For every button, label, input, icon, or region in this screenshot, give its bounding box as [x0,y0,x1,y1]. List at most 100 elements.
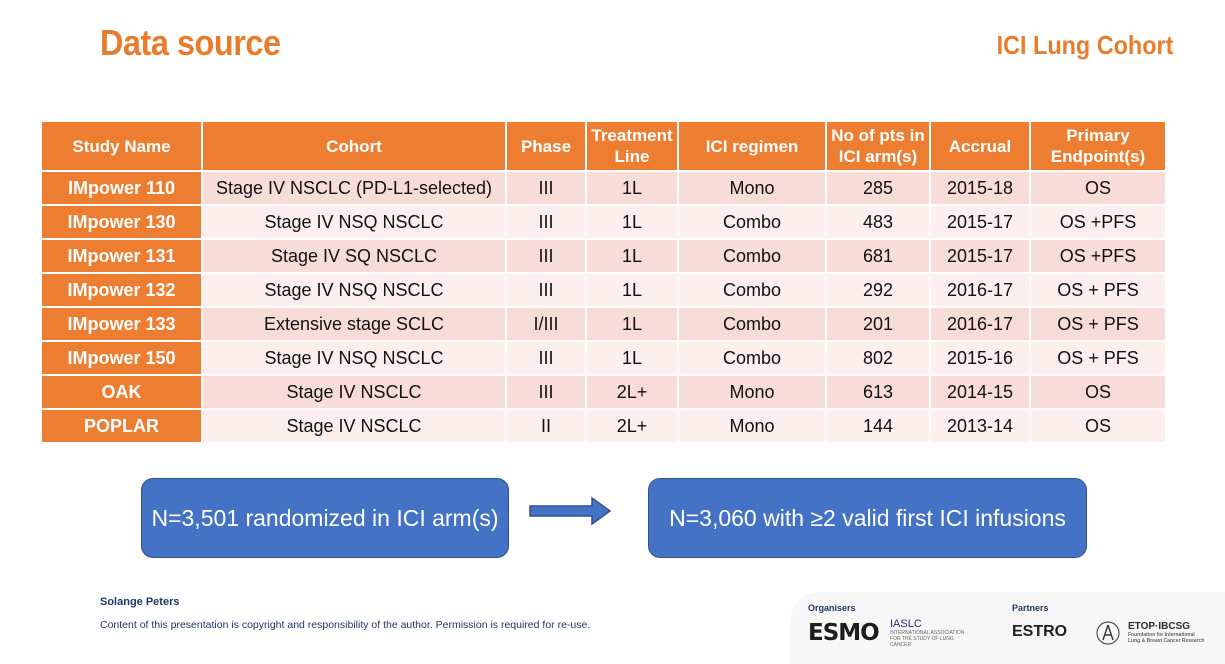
table-cell: OS [1030,374,1165,409]
table-cell: Mono [678,170,827,205]
organisers-label: Organisers [808,603,856,613]
estro-logo: ESTRO [1012,623,1068,640]
table-cell: II [506,408,587,442]
table-cell: 2013-14 [930,408,1031,442]
logo-panel [790,592,1225,664]
table-cell: III [506,170,587,205]
data-source-table: Study Name Cohort Phase Treatment Line I… [42,122,1165,442]
iaslc-logo-subtitle: INTERNATIONAL ASSOCIATION FOR THE STUDY … [890,630,965,648]
column-header: ICI regimen [678,122,827,171]
table-cell: Combo [678,238,827,273]
column-header: Treatment Line [586,122,679,171]
table-cell: 1L [586,340,679,375]
study-name-cell: OAK [42,374,203,409]
valid-infusions-box: N=3,060 with ≥2 valid first ICI infusion… [648,478,1087,558]
table-cell: Mono [678,408,827,442]
randomized-count-box: N=3,501 randomized in ICI arm(s) [141,478,509,558]
column-header: Accrual [930,122,1031,171]
table-cell: 613 [826,374,931,409]
etop-logo-subtitle: Foundation for International Lung & Brea… [1128,632,1205,644]
partner-emblem-icon [1096,621,1120,645]
table-row: IMpower 110 Stage IV NSCLC (PD-L1-select… [42,170,1165,205]
table-cell: OS + PFS [1030,306,1165,341]
table-row: IMpower 131 Stage IV SQ NSCLC III 1L Com… [42,238,1165,273]
table-cell: Combo [678,340,827,375]
study-name-cell: IMpower 110 [42,170,203,205]
table-cell: 2016-17 [930,272,1031,307]
table-cell: 285 [826,170,931,205]
table-cell: 483 [826,204,931,239]
partners-label: Partners [1012,603,1049,613]
study-name-cell: IMpower 133 [42,306,203,341]
cohort-title: ICI Lung Cohort [996,30,1173,60]
column-header: Phase [506,122,587,171]
table-cell: Combo [678,204,827,239]
column-header: Study Name [42,122,203,171]
table-cell: OS +PFS [1030,238,1165,273]
table-cell: 2L+ [586,374,679,409]
table-cell: Combo [678,272,827,307]
column-header: Cohort [202,122,507,171]
table-cell: III [506,204,587,239]
table-cell: Stage IV NSCLC [202,374,507,409]
table-row: IMpower 133 Extensive stage SCLC I/III 1… [42,306,1165,341]
table-cell: Combo [678,306,827,341]
table-row: OAK Stage IV NSCLC III 2L+ Mono 613 2014… [42,374,1165,409]
table-cell: Stage IV SQ NSCLC [202,238,507,273]
table-cell: 2L+ [586,408,679,442]
column-header: Primary Endpoint(s) [1030,122,1165,171]
right-arrow-icon [529,496,612,526]
table-cell: III [506,374,587,409]
randomized-count-text: N=3,501 randomized in ICI arm(s) [151,504,499,531]
iaslc-logo: IASLC INTERNATIONAL ASSOCIATION FOR THE … [890,618,970,648]
esmo-logo: ESMO [808,620,880,646]
table-cell: I/III [506,306,587,341]
author-name: Solange Peters [100,596,180,608]
study-name-cell: IMpower 150 [42,340,203,375]
page-title: Data source [100,22,281,63]
valid-infusions-text: N=3,060 with ≥2 valid first ICI infusion… [669,504,1066,531]
table-cell: OS +PFS [1030,204,1165,239]
table-header-row: Study Name Cohort Phase Treatment Line I… [42,122,1165,171]
table-cell: 1L [586,170,679,205]
table-cell: Stage IV NSQ NSCLC [202,340,507,375]
table-cell: 2015-18 [930,170,1031,205]
table-cell: Stage IV NSQ NSCLC [202,204,507,239]
table-cell: Stage IV NSQ NSCLC [202,272,507,307]
study-name-cell: IMpower 130 [42,204,203,239]
table-cell: OS + PFS [1030,272,1165,307]
table-cell: 201 [826,306,931,341]
copyright-notice: Content of this presentation is copyrigh… [100,619,591,631]
table-cell: 144 [826,408,931,442]
etop-ibcsg-logo: ETOP·IBCSG Foundation for International … [1128,621,1208,644]
table-cell: Mono [678,374,827,409]
table-cell: 1L [586,272,679,307]
table-row: POPLAR Stage IV NSCLC II 2L+ Mono 144 20… [42,408,1165,442]
table-cell: 292 [826,272,931,307]
etop-logo-text: ETOP·IBCSG [1128,621,1191,632]
table-cell: Extensive stage SCLC [202,306,507,341]
table-cell: OS [1030,170,1165,205]
table-cell: III [506,272,587,307]
iaslc-logo-text: IASLC [890,618,922,630]
table-cell: 802 [826,340,931,375]
table-cell: 1L [586,204,679,239]
table-row: IMpower 130 Stage IV NSQ NSCLC III 1L Co… [42,204,1165,239]
table-cell: 1L [586,306,679,341]
table-cell: 2015-17 [930,238,1031,273]
table-cell: OS + PFS [1030,340,1165,375]
column-header: No of pts in ICI arm(s) [826,122,931,171]
table-cell: Stage IV NSCLC (PD-L1-selected) [202,170,507,205]
table-row: IMpower 132 Stage IV NSQ NSCLC III 1L Co… [42,272,1165,307]
table-cell: III [506,238,587,273]
table-cell: Stage IV NSCLC [202,408,507,442]
study-name-cell: POPLAR [42,408,203,442]
table-cell: 2016-17 [930,306,1031,341]
table-cell: OS [1030,408,1165,442]
table-cell: 681 [826,238,931,273]
table-row: IMpower 150 Stage IV NSQ NSCLC III 1L Co… [42,340,1165,375]
table-cell: 2015-17 [930,204,1031,239]
study-name-cell: IMpower 132 [42,272,203,307]
table-cell: III [506,340,587,375]
table-cell: 1L [586,238,679,273]
